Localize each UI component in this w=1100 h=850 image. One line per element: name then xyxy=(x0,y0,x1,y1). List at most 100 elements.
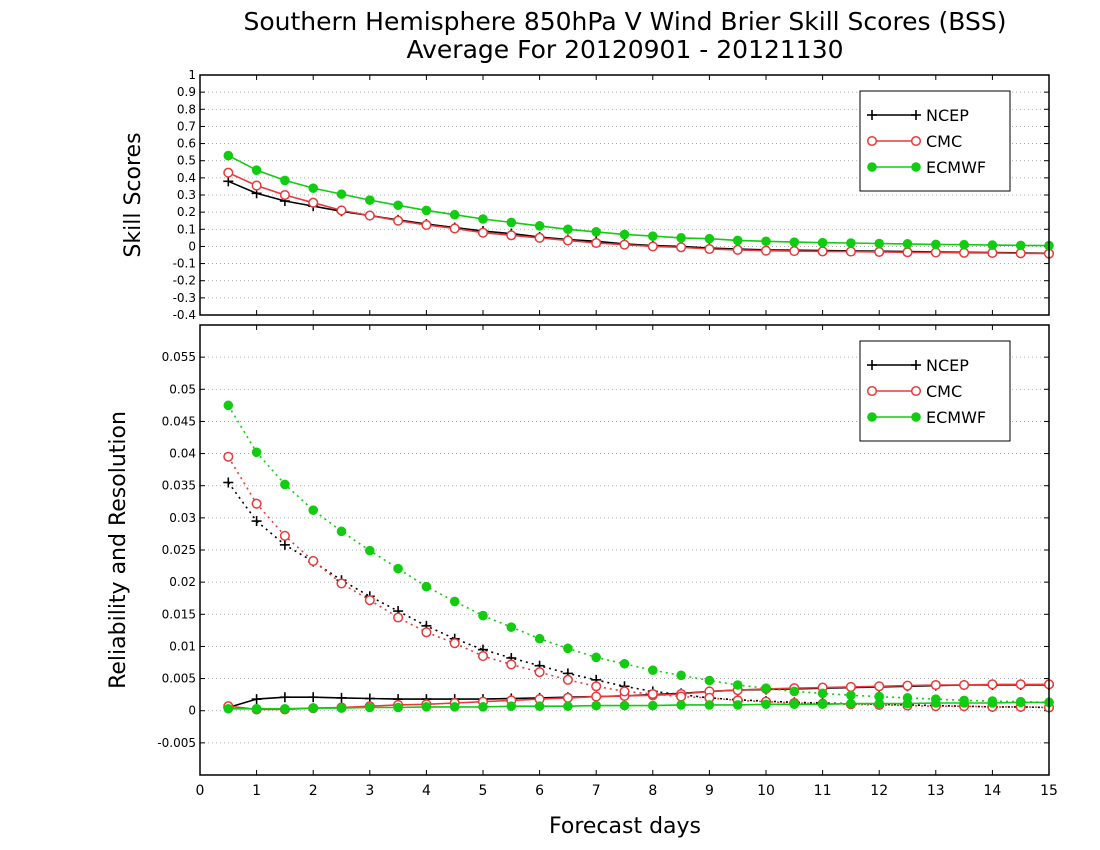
data-point-cmc xyxy=(591,691,602,702)
data-point-ecmwf xyxy=(365,195,375,205)
data-point-cmc xyxy=(336,205,347,216)
x-tick-label: 7 xyxy=(592,783,601,799)
data-point-cmc xyxy=(506,230,517,241)
y-tick-label: -0.1 xyxy=(173,257,196,271)
data-point-cmc xyxy=(393,215,404,226)
data-point-cmc xyxy=(902,680,913,691)
data-point-cmc xyxy=(760,245,772,256)
data-point-ecmwf xyxy=(676,700,686,710)
data-point-ncep xyxy=(279,692,290,703)
data-point-ecmwf xyxy=(251,165,262,175)
y-tick-label: 0.05 xyxy=(169,382,196,396)
data-point-ecmwf xyxy=(506,701,517,712)
data-point-ncep xyxy=(251,516,262,527)
data-point-ecmwf xyxy=(506,217,517,228)
y-tick-label: 0.015 xyxy=(162,607,196,621)
data-point-cmc xyxy=(562,674,573,685)
y-tick-label: 0 xyxy=(188,704,196,718)
y-tick-label: 1 xyxy=(188,68,196,82)
y-tick-label: 0.02 xyxy=(169,575,196,589)
data-point-ecmwf xyxy=(506,622,517,632)
data-point-ecmwf xyxy=(308,183,319,193)
data-point-ecmwf xyxy=(308,505,319,515)
data-point-cmc xyxy=(647,688,658,700)
data-point-ecmwf xyxy=(704,700,715,710)
data-point-ecmwf xyxy=(393,563,403,574)
data-point-cmc xyxy=(845,246,856,257)
data-point-ecmwf xyxy=(789,699,800,710)
x-tick-label: 3 xyxy=(365,783,374,799)
x-tick-label: 13 xyxy=(927,783,945,799)
data-point-cmc xyxy=(732,244,743,255)
data-point-cmc xyxy=(619,239,630,250)
data-point-ecmwf xyxy=(959,239,969,250)
data-point-cmc xyxy=(562,235,573,246)
data-point-ecmwf xyxy=(619,700,630,711)
data-point-ecmwf xyxy=(1015,240,1026,251)
data-point-ecmwf xyxy=(591,652,602,663)
data-point-cmc xyxy=(591,681,602,692)
y-tick-label: 0.3 xyxy=(177,188,196,202)
legend-marker-ecmwf xyxy=(867,162,877,172)
data-point-cmc xyxy=(817,246,828,257)
data-point-ecmwf xyxy=(251,703,262,714)
legend-marker-cmc xyxy=(866,135,878,147)
data-point-cmc xyxy=(534,232,545,243)
legend: NCEP CMC ECMWF xyxy=(859,90,1011,192)
y-tick-label: 0.8 xyxy=(177,102,196,116)
chart-title-line2: Average For 20120901 - 20121130 xyxy=(406,35,843,64)
data-point-cmc xyxy=(251,498,262,509)
data-point-ecmwf xyxy=(223,703,234,714)
data-point-ecmwf xyxy=(421,702,432,712)
y-tick-label: 0.5 xyxy=(177,154,196,168)
data-point-ecmwf xyxy=(761,683,771,694)
legend-label-ecmwf: ECMWF xyxy=(926,158,986,177)
data-point-cmc xyxy=(619,686,630,697)
data-point-cmc xyxy=(647,241,658,252)
y-axis-label: Reliability and Resolution xyxy=(106,411,131,689)
data-point-cmc xyxy=(421,219,432,231)
data-point-ecmwf xyxy=(365,545,375,556)
data-point-ecmwf xyxy=(280,479,290,490)
data-point-cmc xyxy=(676,691,687,702)
data-point-cmc xyxy=(930,247,941,258)
data-point-ecmwf xyxy=(874,238,885,249)
x-tick-label: 11 xyxy=(814,783,832,799)
data-point-cmc xyxy=(874,681,885,692)
y-tick-label: 0 xyxy=(188,239,196,253)
data-point-ecmwf xyxy=(280,703,290,714)
data-point-ecmwf xyxy=(223,400,234,411)
data-point-ecmwf xyxy=(421,581,432,592)
data-point-ecmwf xyxy=(817,699,828,710)
data-point-ecmwf xyxy=(676,670,686,681)
data-point-cmc xyxy=(534,667,545,678)
data-point-cmc xyxy=(959,679,970,691)
data-point-ecmwf xyxy=(817,237,828,248)
data-point-cmc xyxy=(902,247,913,258)
data-point-cmc xyxy=(449,638,460,649)
data-point-cmc xyxy=(987,679,998,690)
data-point-cmc xyxy=(591,237,602,249)
y-tick-label: 0.055 xyxy=(162,350,196,364)
data-point-ecmwf xyxy=(761,236,771,247)
data-point-ecmwf xyxy=(365,702,375,713)
data-point-ecmwf xyxy=(534,701,545,712)
data-point-ecmwf xyxy=(846,698,856,709)
data-point-cmc xyxy=(562,692,573,703)
data-point-cmc xyxy=(393,612,404,623)
legend-marker-ecmwf xyxy=(867,412,877,422)
y-axis-label: Skill Scores xyxy=(121,132,146,257)
x-axis-label: Forecast days xyxy=(549,814,701,839)
data-point-cmc xyxy=(279,530,290,541)
data-point-cmc xyxy=(506,659,517,670)
data-point-ecmwf xyxy=(563,701,573,712)
panel-2: -0.005 0 0.005 0.01 0.015 0.02 0.025 0.03 0.035 0… xyxy=(106,324,1058,799)
data-point-cmc xyxy=(704,243,715,255)
data-point-ecmwf xyxy=(931,239,941,250)
data-point-ncep xyxy=(223,176,234,187)
chart-title-line1: Southern Hemisphere 850hPa V Wind Brier … xyxy=(244,7,1007,36)
data-point-ecmwf xyxy=(846,690,856,701)
data-point-ecmwf xyxy=(308,703,319,713)
x-tick-label: 6 xyxy=(535,783,544,799)
data-point-ecmwf xyxy=(393,200,403,211)
